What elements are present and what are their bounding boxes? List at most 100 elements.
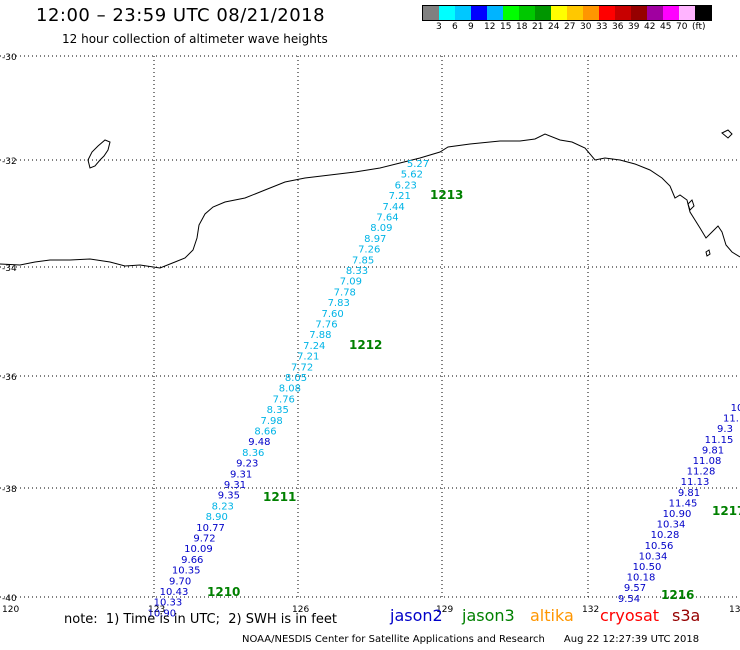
swh-value: 10.09 bbox=[184, 544, 213, 555]
satellite-legend-cryosat: cryosat bbox=[600, 606, 660, 625]
color-swatch bbox=[487, 6, 503, 20]
color-swatch bbox=[503, 6, 519, 20]
pass-label: 1212 bbox=[349, 338, 382, 352]
swh-value: 5.62 bbox=[401, 170, 423, 181]
note-text: note: 1) Time is in UTC; 2) SWH is in fe… bbox=[64, 612, 337, 627]
swh-value: 10.33 bbox=[154, 598, 183, 609]
color-swatch bbox=[471, 6, 487, 20]
swh-value: 6.23 bbox=[395, 180, 417, 191]
color-scale-label: 15 bbox=[500, 22, 512, 32]
swh-value-right: 10.18 bbox=[627, 573, 656, 584]
color-swatch bbox=[423, 6, 439, 20]
color-scale-label: 27 bbox=[564, 22, 576, 32]
pass-label: 1217 bbox=[712, 504, 740, 518]
satellite-legend-altika: altika bbox=[530, 606, 574, 625]
swh-value: 9.31 bbox=[224, 480, 246, 491]
altimeter-tracks: 5.275.626.237.217.447.648.098.977.267.85… bbox=[147, 159, 740, 619]
swh-value: 7.60 bbox=[321, 309, 343, 320]
swh-value: 8.05 bbox=[285, 373, 307, 384]
swh-value-right: 11.08 bbox=[693, 456, 722, 467]
swh-value: 7.88 bbox=[309, 330, 331, 341]
color-scale-label: 39 bbox=[628, 22, 640, 32]
swh-value-right: 9.57 bbox=[624, 583, 646, 594]
color-swatch bbox=[567, 6, 583, 20]
color-scale-label: 24 bbox=[548, 22, 560, 32]
swh-value: 10.43 bbox=[160, 587, 189, 598]
swh-value-right: 10.50 bbox=[633, 562, 662, 573]
swh-value: 7.24 bbox=[303, 341, 325, 352]
color-swatch bbox=[615, 6, 631, 20]
pass-label: 1210 bbox=[207, 585, 240, 599]
satellite-legend-jason2: jason2 bbox=[390, 606, 443, 625]
lat-label: -40 bbox=[2, 594, 17, 604]
swh-value: 10.90 bbox=[147, 608, 176, 619]
swh-value: 7.72 bbox=[291, 362, 313, 373]
coastline-island-east bbox=[721, 129, 733, 139]
swh-value: 7.76 bbox=[273, 394, 295, 405]
lon-label: 129 bbox=[436, 605, 453, 615]
swh-value: 8.35 bbox=[267, 405, 289, 416]
swh-value-right: 11. bbox=[723, 414, 739, 425]
color-swatch bbox=[647, 6, 663, 20]
color-swatch bbox=[519, 6, 535, 20]
swh-value: 8.97 bbox=[364, 234, 386, 245]
swh-value: 7.76 bbox=[315, 320, 337, 331]
color-scale-label: 6 bbox=[452, 22, 458, 32]
color-scale-label: 18 bbox=[516, 22, 528, 32]
lat-label: -34 bbox=[2, 264, 17, 274]
lat-label: -38 bbox=[2, 485, 17, 495]
lat-label: -30 bbox=[2, 53, 17, 63]
color-scale-label: 12 bbox=[484, 22, 496, 32]
swh-value: 8.23 bbox=[212, 501, 234, 512]
swh-value: 9.72 bbox=[193, 534, 215, 545]
swh-value: 7.85 bbox=[352, 255, 374, 266]
swh-value: 7.64 bbox=[376, 213, 398, 224]
lon-label: 120 bbox=[2, 605, 19, 615]
swh-value: 8.66 bbox=[254, 427, 276, 438]
swh-value: 8.08 bbox=[279, 384, 301, 395]
swh-value-right: 9.54 bbox=[618, 594, 640, 605]
color-swatch bbox=[583, 6, 599, 20]
swh-value: 9.48 bbox=[248, 437, 270, 448]
satellite-legend-jason3: jason3 bbox=[462, 606, 515, 625]
color-scale-label: (ft) bbox=[692, 22, 706, 32]
swh-value: 7.21 bbox=[389, 191, 411, 202]
swh-value: 9.66 bbox=[181, 555, 203, 566]
swh-value-right: 11.15 bbox=[705, 435, 734, 446]
credit-footer: NOAA/NESDIS Center for Satellite Applica… bbox=[242, 634, 700, 645]
swh-value-right: 11.28 bbox=[687, 467, 716, 478]
color-swatch bbox=[599, 6, 615, 20]
color-scale-label: 30 bbox=[580, 22, 592, 32]
swh-value: 7.83 bbox=[328, 298, 350, 309]
color-scale-bar bbox=[422, 5, 712, 21]
lat-label: -32 bbox=[2, 157, 17, 167]
color-scale-label: 36 bbox=[612, 22, 624, 32]
swh-value-right: 9.3 bbox=[717, 424, 733, 435]
color-swatch bbox=[663, 6, 679, 20]
swh-value: 9.70 bbox=[169, 576, 191, 587]
swh-value-right: 10 bbox=[731, 403, 740, 414]
color-scale-label: 9 bbox=[468, 22, 474, 32]
color-swatch bbox=[535, 6, 551, 20]
chart-subtitle: 12 hour collection of altimeter wave hei… bbox=[62, 32, 328, 46]
pass-label: 1216 bbox=[661, 588, 694, 602]
lon-label: 126 bbox=[292, 605, 309, 615]
pass-label: 1211 bbox=[263, 490, 296, 504]
coastline bbox=[0, 129, 740, 269]
lon-label: 132 bbox=[582, 605, 599, 615]
satellite-legend-s3a: s3a bbox=[672, 606, 701, 625]
color-swatch bbox=[439, 6, 455, 20]
swh-value: 8.33 bbox=[346, 266, 368, 277]
coastline-island-east-3 bbox=[705, 249, 711, 257]
swh-value: 8.09 bbox=[370, 223, 392, 234]
swh-value-right: 9.81 bbox=[702, 445, 724, 456]
swh-value: 7.44 bbox=[382, 202, 404, 213]
swh-value: 7.98 bbox=[260, 416, 282, 427]
coastline-island-west bbox=[87, 139, 111, 169]
swh-value: 9.23 bbox=[236, 459, 258, 470]
swh-value: 7.21 bbox=[297, 352, 319, 363]
swh-value-right: 11.45 bbox=[669, 498, 698, 509]
swh-value: 9.35 bbox=[218, 491, 240, 502]
